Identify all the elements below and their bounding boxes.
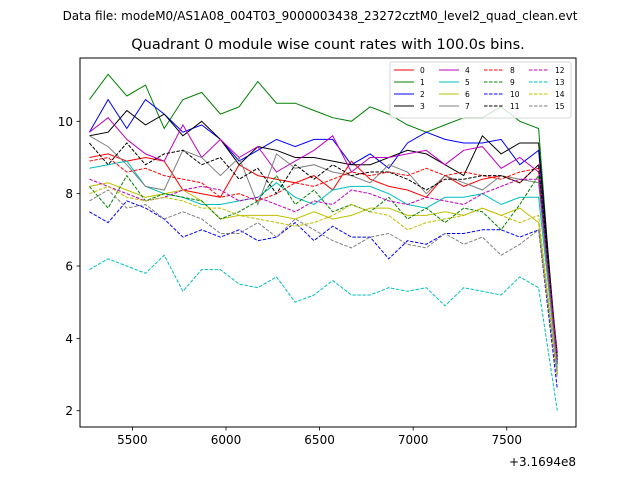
series-line-0 [89, 153, 558, 364]
x-tick-label: 6500 [304, 433, 335, 447]
legend-label-13: 13 [555, 78, 565, 87]
series-line-9 [89, 174, 558, 361]
series-line-14 [89, 185, 558, 375]
series-line-10 [89, 200, 558, 390]
legend-label-3: 3 [420, 102, 425, 111]
legend-label-5: 5 [465, 78, 470, 87]
chart-title: Quadrant 0 module wise count rates with … [131, 37, 525, 53]
legend-label-1: 1 [420, 78, 425, 87]
axes-frame [79, 57, 577, 428]
legend-box [389, 61, 572, 119]
series-line-3 [89, 109, 558, 361]
series-line-15 [89, 189, 558, 379]
x-tick-label: 5500 [117, 433, 148, 447]
series-line-11 [89, 142, 558, 357]
legend-label-12: 12 [555, 66, 565, 75]
axis-ticks: 5500 6000 6500 7000 7500 2 4 6 8 10 [58, 115, 522, 447]
y-tick-label: 6 [65, 260, 73, 274]
legend-label-6: 6 [465, 90, 470, 99]
x-tick-label: 7500 [491, 433, 522, 447]
legend-label-14: 14 [555, 90, 565, 99]
legend-label-4: 4 [465, 66, 470, 75]
legend-label-8: 8 [510, 66, 515, 75]
x-offset-text: +3.1694e8 [509, 455, 576, 469]
series-line-12 [89, 178, 558, 361]
legend-label-11: 11 [510, 102, 520, 111]
suptitle: Data file: modeM0/AS1A08_004T03_90000034… [63, 9, 578, 23]
series-line-8 [89, 156, 558, 357]
x-tick-label: 7000 [398, 433, 429, 447]
legend-label-15: 15 [555, 102, 565, 111]
y-tick-label: 2 [65, 404, 73, 418]
y-tick-label: 10 [58, 115, 73, 129]
legend-label-2: 2 [420, 90, 425, 99]
legend-label-0: 0 [420, 66, 425, 75]
legend-label-7: 7 [465, 102, 470, 111]
legend-label-9: 9 [510, 78, 515, 87]
x-tick-label: 6000 [211, 433, 242, 447]
legend-label-10: 10 [510, 90, 520, 99]
plot-area [88, 73, 558, 411]
y-tick-label: 8 [65, 187, 73, 201]
series-line-4 [89, 117, 558, 353]
y-tick-label: 4 [65, 332, 73, 346]
series-line-7 [89, 135, 558, 371]
